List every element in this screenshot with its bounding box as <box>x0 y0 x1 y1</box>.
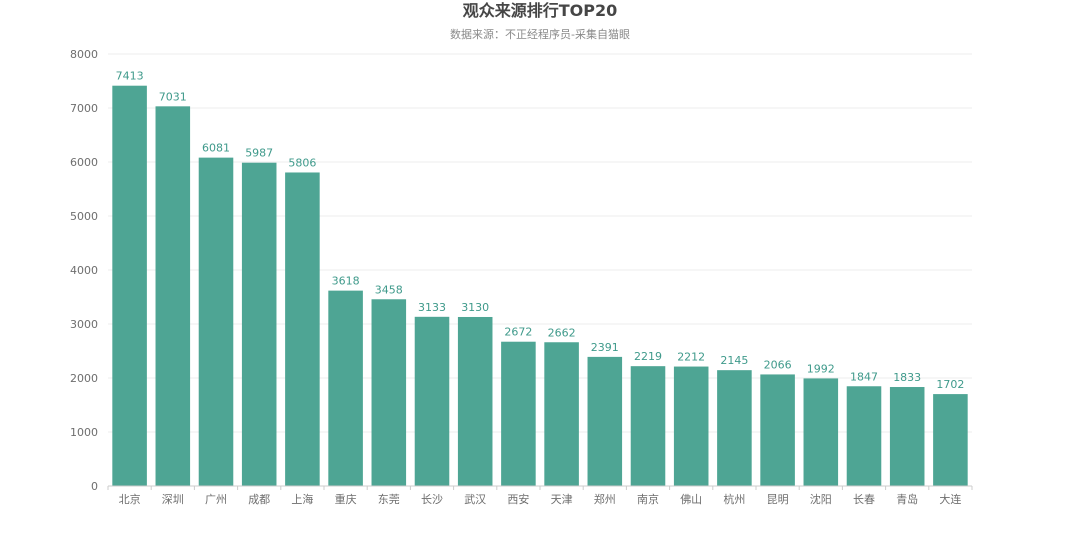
y-tick-label: 2000 <box>70 372 98 385</box>
bar <box>717 370 752 486</box>
y-tick-label: 8000 <box>70 48 98 61</box>
y-tick-label: 1000 <box>70 426 98 439</box>
x-tick-label: 北京 <box>119 492 141 506</box>
bar <box>933 394 968 486</box>
bar <box>630 366 666 486</box>
x-tick-label: 杭州 <box>723 492 745 506</box>
bar <box>112 85 147 486</box>
bar-value-label: 1833 <box>893 371 921 384</box>
bar <box>155 106 191 487</box>
x-tick-label: 郑州 <box>594 492 616 506</box>
bar-value-label: 3133 <box>418 301 446 314</box>
y-tick-label: 0 <box>91 480 98 493</box>
x-tick-label: 武汉 <box>464 493 486 506</box>
x-tick-label: 东莞 <box>378 493 400 506</box>
bar-value-label: 3130 <box>461 301 489 314</box>
x-tick-label: 长沙 <box>421 493 443 506</box>
bar-value-label: 2219 <box>634 350 662 363</box>
y-tick-label: 5000 <box>70 210 98 223</box>
bar <box>846 386 882 486</box>
bar <box>544 342 579 486</box>
x-tick-label: 南京 <box>637 492 659 506</box>
bar <box>241 162 277 486</box>
bar-value-label: 2662 <box>548 326 576 339</box>
bar <box>328 290 363 486</box>
bar-value-label: 2066 <box>764 358 792 371</box>
chart-title: 观众来源排行TOP20 <box>463 1 618 20</box>
x-tick-label: 长春 <box>853 493 875 506</box>
bar <box>587 356 623 486</box>
bar-value-label: 6081 <box>202 142 230 155</box>
bar <box>457 316 493 486</box>
bar-value-label: 7031 <box>159 90 187 103</box>
bar <box>673 366 709 486</box>
x-tick-label: 上海 <box>291 492 313 506</box>
bar-value-labels: 7413 7031 6081 5987 5806 3618 3458 3133 3130 2672… <box>116 70 965 391</box>
bar <box>371 299 407 486</box>
x-tick-label: 西安 <box>507 492 529 506</box>
bar-value-label: 1702 <box>936 378 964 391</box>
x-tick-label: 重庆 <box>335 492 357 506</box>
x-axis: 北京 深圳 广州 成都 上海 重庆 东莞 长沙 武汉 西安 天津 郑州 南京 佛山 杭州 昆明 沈阳 长春 青岛 大连 <box>107 485 973 506</box>
bar-value-label: 1992 <box>807 362 835 375</box>
bars <box>112 85 968 487</box>
chart-subtitle: 数据来源：不正经程序员-采集自猫眼 <box>450 27 630 41</box>
bar <box>889 387 925 486</box>
x-tick-label: 青岛 <box>896 492 918 506</box>
y-tick-label: 7000 <box>70 102 98 115</box>
bar-value-label: 1847 <box>850 370 878 383</box>
x-tick-label: 天津 <box>551 493 573 506</box>
bar-value-label: 2672 <box>504 326 532 339</box>
bar <box>414 316 450 486</box>
y-tick-label: 3000 <box>70 318 98 331</box>
x-tick-label: 深圳 <box>162 493 184 506</box>
x-tick-label: 沈阳 <box>810 492 832 506</box>
x-tick-label: 成都 <box>248 493 270 506</box>
bar-value-label: 2391 <box>591 341 619 354</box>
bar-value-label: 5987 <box>245 147 273 160</box>
grid-lines <box>108 53 972 433</box>
bar <box>501 341 536 486</box>
y-tick-label: 6000 <box>70 156 98 169</box>
bar <box>803 378 839 486</box>
bar <box>285 172 320 486</box>
bar <box>760 374 795 486</box>
y-tick-label: 4000 <box>70 264 98 277</box>
x-tick-label: 大连 <box>939 492 961 506</box>
bar-value-label: 7413 <box>116 70 144 83</box>
bar-value-label: 3618 <box>332 275 360 288</box>
bar <box>198 157 234 486</box>
x-tick-label: 佛山 <box>680 493 702 506</box>
x-tick-label: 广州 <box>205 493 227 506</box>
bar-value-label: 2145 <box>720 354 748 367</box>
x-tick-label: 昆明 <box>767 493 789 506</box>
bar-value-label: 3458 <box>375 283 403 296</box>
y-axis: 0 1000 2000 3000 4000 5000 6000 7000 8000 <box>70 48 98 493</box>
bar-value-label: 5806 <box>288 156 316 169</box>
bar-value-label: 2212 <box>677 351 705 364</box>
